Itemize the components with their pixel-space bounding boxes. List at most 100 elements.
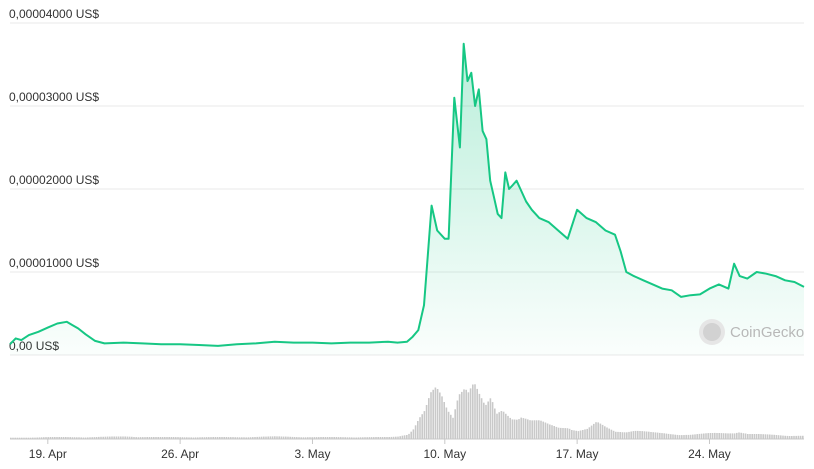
volume-bar [652,432,654,439]
volume-bar [705,433,707,439]
volume-bar [289,436,291,439]
volume-bar [692,434,694,439]
volume-bar [34,437,36,439]
volume-bar [216,437,219,439]
volume-bar [641,431,643,439]
volume-bar [71,437,74,439]
volume-bar [175,437,177,439]
volume-bar [21,437,23,439]
x-axis-labels: 19. Apr 26. Apr 3. May 10. May 17. May 24. Ma… [29,439,731,461]
volume-bar [12,437,14,439]
volume-bar [408,433,410,439]
volume-bar [507,415,509,439]
volume-bar [516,419,518,439]
volume-bar [489,398,492,439]
volume-bar [164,437,166,439]
volume-bar [588,427,591,439]
volume-bar [91,437,93,439]
volume-bar [146,437,148,439]
volume-bar [142,437,144,439]
volume-bar [681,435,683,439]
x-tick-label: 10. May [423,447,466,461]
volume-bar [135,437,137,439]
volume-bar [293,437,296,439]
volume-bar [309,437,311,439]
volume-bar [782,435,784,439]
volume-bar [467,392,470,439]
volume-bar [258,436,261,439]
volume-bar [406,435,408,439]
x-tick-label: 3. May [294,447,330,461]
volume-bar [485,404,487,439]
volume-bar [331,437,333,439]
volume-bar [368,437,371,439]
volume-bar [241,437,243,439]
volume-bar [564,428,566,439]
volume-bar [795,435,797,439]
volume-bar [205,437,208,439]
volume-bar [709,433,712,439]
volume-bar [461,391,463,439]
volume-bar [577,431,580,439]
volume-bar [379,437,382,439]
volume-bar [707,433,709,439]
volume-bar [313,437,316,439]
volume-bar [353,437,355,439]
volume-bar [318,437,320,439]
volume-bar [524,418,527,439]
volume-bar [113,436,115,439]
volume-bar [36,437,38,439]
volume-bar [403,435,406,439]
volume-bar [170,437,173,439]
volume-bar [571,430,573,439]
volume-bar [584,429,586,439]
volume-bar [326,437,329,439]
volume-bar [736,432,738,439]
volume-bar [386,437,388,439]
volume-bar [18,437,21,439]
volume-bar [716,433,718,439]
volume-bar [478,393,481,439]
volume-bar [544,422,547,439]
volume-bar [58,437,60,439]
volume-bar [51,437,54,439]
volume-bar [111,436,113,439]
volume-bar [320,437,322,439]
volume-bar [333,437,335,439]
volume-bar [133,437,135,439]
volume-bar [593,423,595,439]
volume-bar [747,434,749,439]
volume-bar [76,437,78,439]
volume-bar [450,414,452,439]
volume-bar [632,431,635,439]
volume-bar [399,436,401,439]
volume-bar [181,437,184,439]
volume-bar [645,431,648,439]
volume-bar [38,437,41,439]
volume-bar [780,435,782,439]
volume-bar [549,424,551,439]
volume-bar [194,437,197,439]
volume-bar [527,419,529,439]
volume-bar [487,401,489,439]
volume-bar [758,434,760,439]
volume-bar [775,435,778,439]
volume-bar [582,430,584,439]
volume-bar [155,437,157,439]
volume-bar [392,436,395,439]
volume-bar [447,411,450,439]
volume-bar [282,436,285,439]
volume-bar [183,437,186,439]
volume-bar [362,437,364,439]
volume-bar [696,434,698,439]
volume-bar [153,437,155,439]
volume-bar [40,437,43,439]
volume-bar [659,432,661,439]
volume-bar [729,433,731,439]
volume-bar [654,432,657,439]
volume-bar [254,437,256,439]
volume-bar [304,437,307,439]
volume-bar [188,437,190,439]
volume-bar [727,433,729,439]
volume-bar [234,437,236,439]
